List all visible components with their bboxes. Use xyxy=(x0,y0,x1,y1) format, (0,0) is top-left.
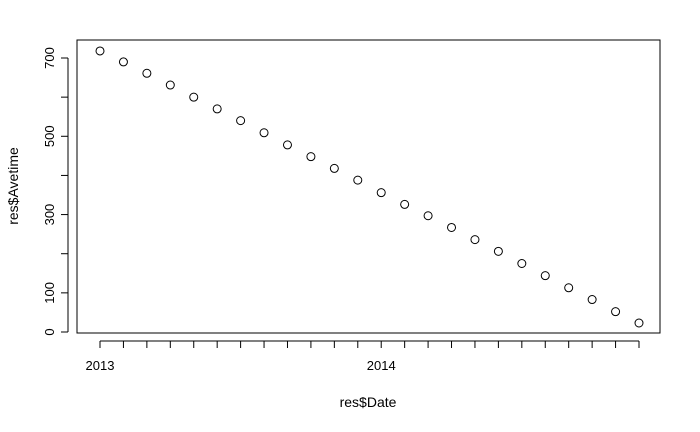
data-point xyxy=(540,271,550,281)
data-point xyxy=(282,140,292,150)
y-axis: 0 100 300 500 700 xyxy=(42,47,69,336)
data-point xyxy=(95,46,105,56)
y-axis-label: res$Avetime xyxy=(5,147,21,225)
y-tick-label: 300 xyxy=(42,204,57,226)
data-point xyxy=(329,163,339,173)
x-tick-label: 2013 xyxy=(86,358,115,373)
y-tick-label: 0 xyxy=(42,328,57,335)
data-point xyxy=(212,104,222,114)
data-point xyxy=(611,307,621,317)
data-point xyxy=(470,235,480,245)
data-point xyxy=(493,246,503,256)
data-point xyxy=(423,211,433,221)
data-point xyxy=(189,92,199,102)
y-tick-label: 700 xyxy=(42,47,57,69)
y-tick-label: 100 xyxy=(42,282,57,304)
data-point xyxy=(517,259,527,268)
data-point xyxy=(634,318,644,328)
x-axis: 2013 2014 xyxy=(86,340,640,373)
x-axis-label: res$Date xyxy=(340,394,397,410)
data-point xyxy=(118,57,128,67)
y-tick-label: 500 xyxy=(42,125,57,147)
data-point xyxy=(236,116,246,126)
data-points xyxy=(95,46,644,328)
data-point xyxy=(306,152,316,162)
data-point xyxy=(353,175,363,185)
data-point xyxy=(142,68,152,78)
data-point xyxy=(587,295,597,305)
data-point xyxy=(400,199,410,209)
x-tick-label: 2014 xyxy=(367,358,396,373)
data-point xyxy=(259,128,269,138)
data-point xyxy=(165,80,175,90)
data-point xyxy=(376,188,386,198)
data-point xyxy=(564,283,574,293)
data-point xyxy=(447,222,457,232)
plot-frame xyxy=(76,39,661,334)
